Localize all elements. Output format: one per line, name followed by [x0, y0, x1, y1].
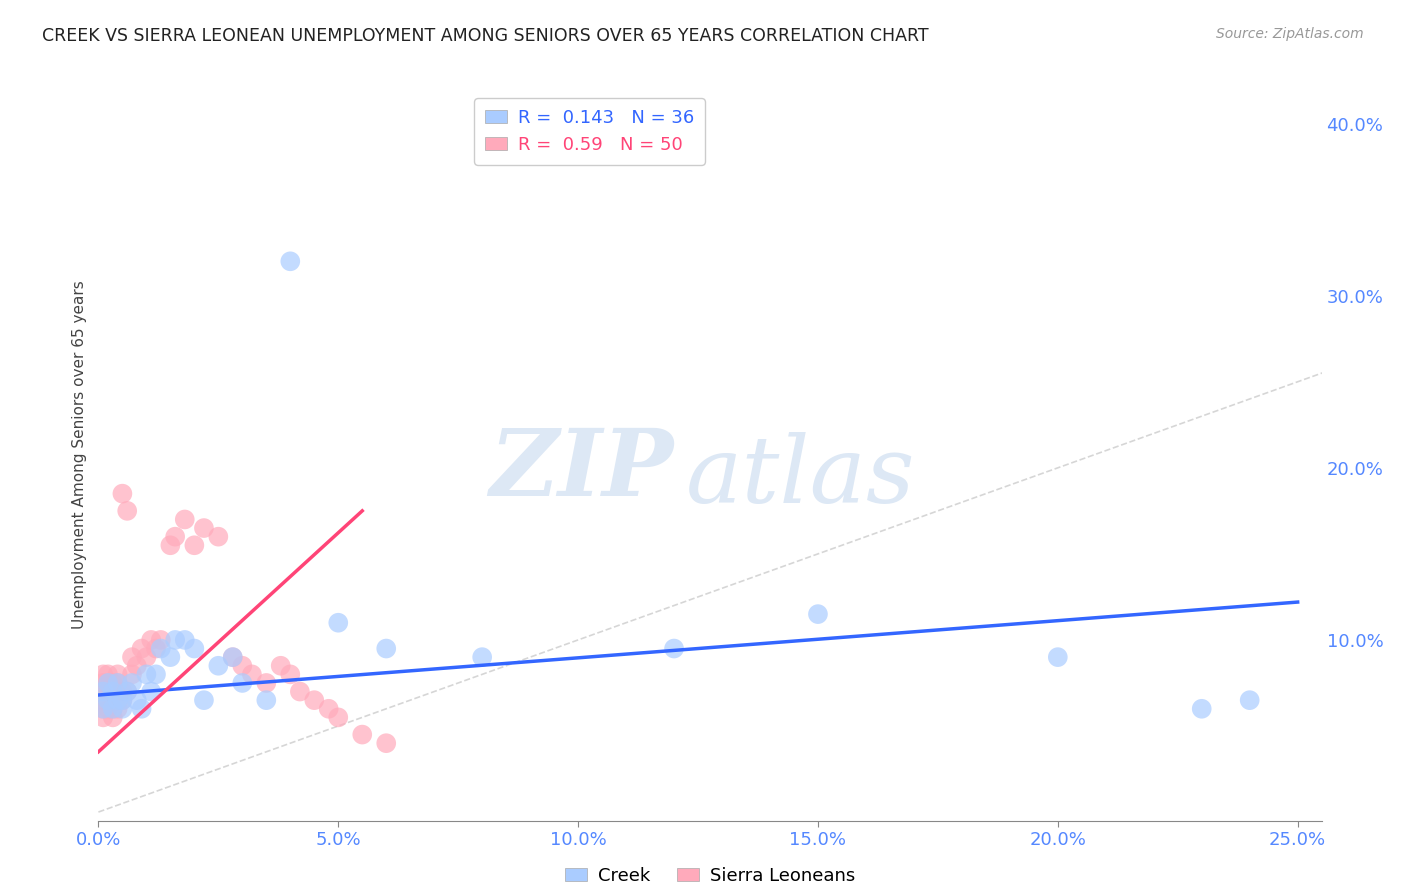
Point	[149, 641, 172, 656]
Point	[1191, 702, 1213, 716]
Point	[328, 615, 350, 630]
Point	[91, 684, 114, 698]
Point	[318, 702, 340, 716]
Y-axis label: Unemployment Among Seniors over 65 years: Unemployment Among Seniors over 65 years	[72, 281, 87, 629]
Point	[471, 650, 494, 665]
Legend: Creek, Sierra Leoneans: Creek, Sierra Leoneans	[558, 860, 862, 892]
Text: ZIP: ZIP	[489, 425, 673, 515]
Point	[254, 693, 277, 707]
Point	[254, 676, 277, 690]
Point	[207, 530, 229, 544]
Point	[125, 693, 148, 707]
Point	[165, 530, 187, 544]
Point	[328, 710, 350, 724]
Point	[375, 736, 398, 750]
Point	[288, 684, 311, 698]
Point	[1239, 693, 1261, 707]
Point	[111, 684, 134, 698]
Point	[183, 538, 205, 552]
Point	[121, 650, 143, 665]
Point	[107, 702, 129, 716]
Point	[304, 693, 326, 707]
Point	[135, 667, 157, 681]
Point	[91, 710, 114, 724]
Point	[125, 658, 148, 673]
Point	[159, 538, 181, 552]
Point	[107, 676, 129, 690]
Point	[97, 693, 120, 707]
Point	[97, 667, 120, 681]
Point	[115, 504, 138, 518]
Point	[91, 667, 114, 681]
Point	[107, 667, 129, 681]
Point	[111, 693, 134, 707]
Point	[121, 676, 143, 690]
Point	[270, 658, 292, 673]
Point	[173, 632, 195, 647]
Point	[240, 667, 263, 681]
Point	[131, 641, 153, 656]
Point	[111, 486, 134, 500]
Text: atlas: atlas	[686, 432, 915, 522]
Point	[97, 676, 120, 690]
Point	[375, 641, 398, 656]
Point	[183, 641, 205, 656]
Point	[231, 676, 253, 690]
Point	[101, 702, 124, 716]
Point	[101, 710, 124, 724]
Point	[141, 632, 163, 647]
Point	[101, 684, 124, 698]
Point	[91, 702, 114, 716]
Point	[91, 702, 114, 716]
Point	[115, 684, 138, 698]
Point	[222, 650, 245, 665]
Point	[662, 641, 685, 656]
Text: CREEK VS SIERRA LEONEAN UNEMPLOYMENT AMONG SENIORS OVER 65 YEARS CORRELATION CHA: CREEK VS SIERRA LEONEAN UNEMPLOYMENT AMO…	[42, 27, 929, 45]
Point	[352, 728, 374, 742]
Point	[207, 658, 229, 673]
Point	[278, 667, 301, 681]
Point	[278, 254, 301, 268]
Point	[231, 658, 253, 673]
Point	[91, 676, 114, 690]
Point	[101, 684, 124, 698]
Point	[145, 641, 167, 656]
Point	[141, 684, 163, 698]
Point	[135, 650, 157, 665]
Text: Source: ZipAtlas.com: Source: ZipAtlas.com	[1216, 27, 1364, 41]
Point	[807, 607, 830, 621]
Point	[193, 693, 215, 707]
Point	[97, 684, 120, 698]
Point	[97, 693, 120, 707]
Point	[121, 667, 143, 681]
Point	[91, 684, 114, 698]
Point	[193, 521, 215, 535]
Point	[107, 693, 129, 707]
Point	[101, 676, 124, 690]
Point	[165, 632, 187, 647]
Point	[131, 702, 153, 716]
Point	[149, 632, 172, 647]
Point	[101, 702, 124, 716]
Point	[1046, 650, 1069, 665]
Point	[111, 702, 134, 716]
Point	[111, 693, 134, 707]
Point	[115, 684, 138, 698]
Point	[97, 702, 120, 716]
Point	[173, 512, 195, 526]
Point	[222, 650, 245, 665]
Point	[107, 676, 129, 690]
Point	[145, 667, 167, 681]
Point	[97, 676, 120, 690]
Point	[91, 693, 114, 707]
Point	[159, 650, 181, 665]
Point	[107, 693, 129, 707]
